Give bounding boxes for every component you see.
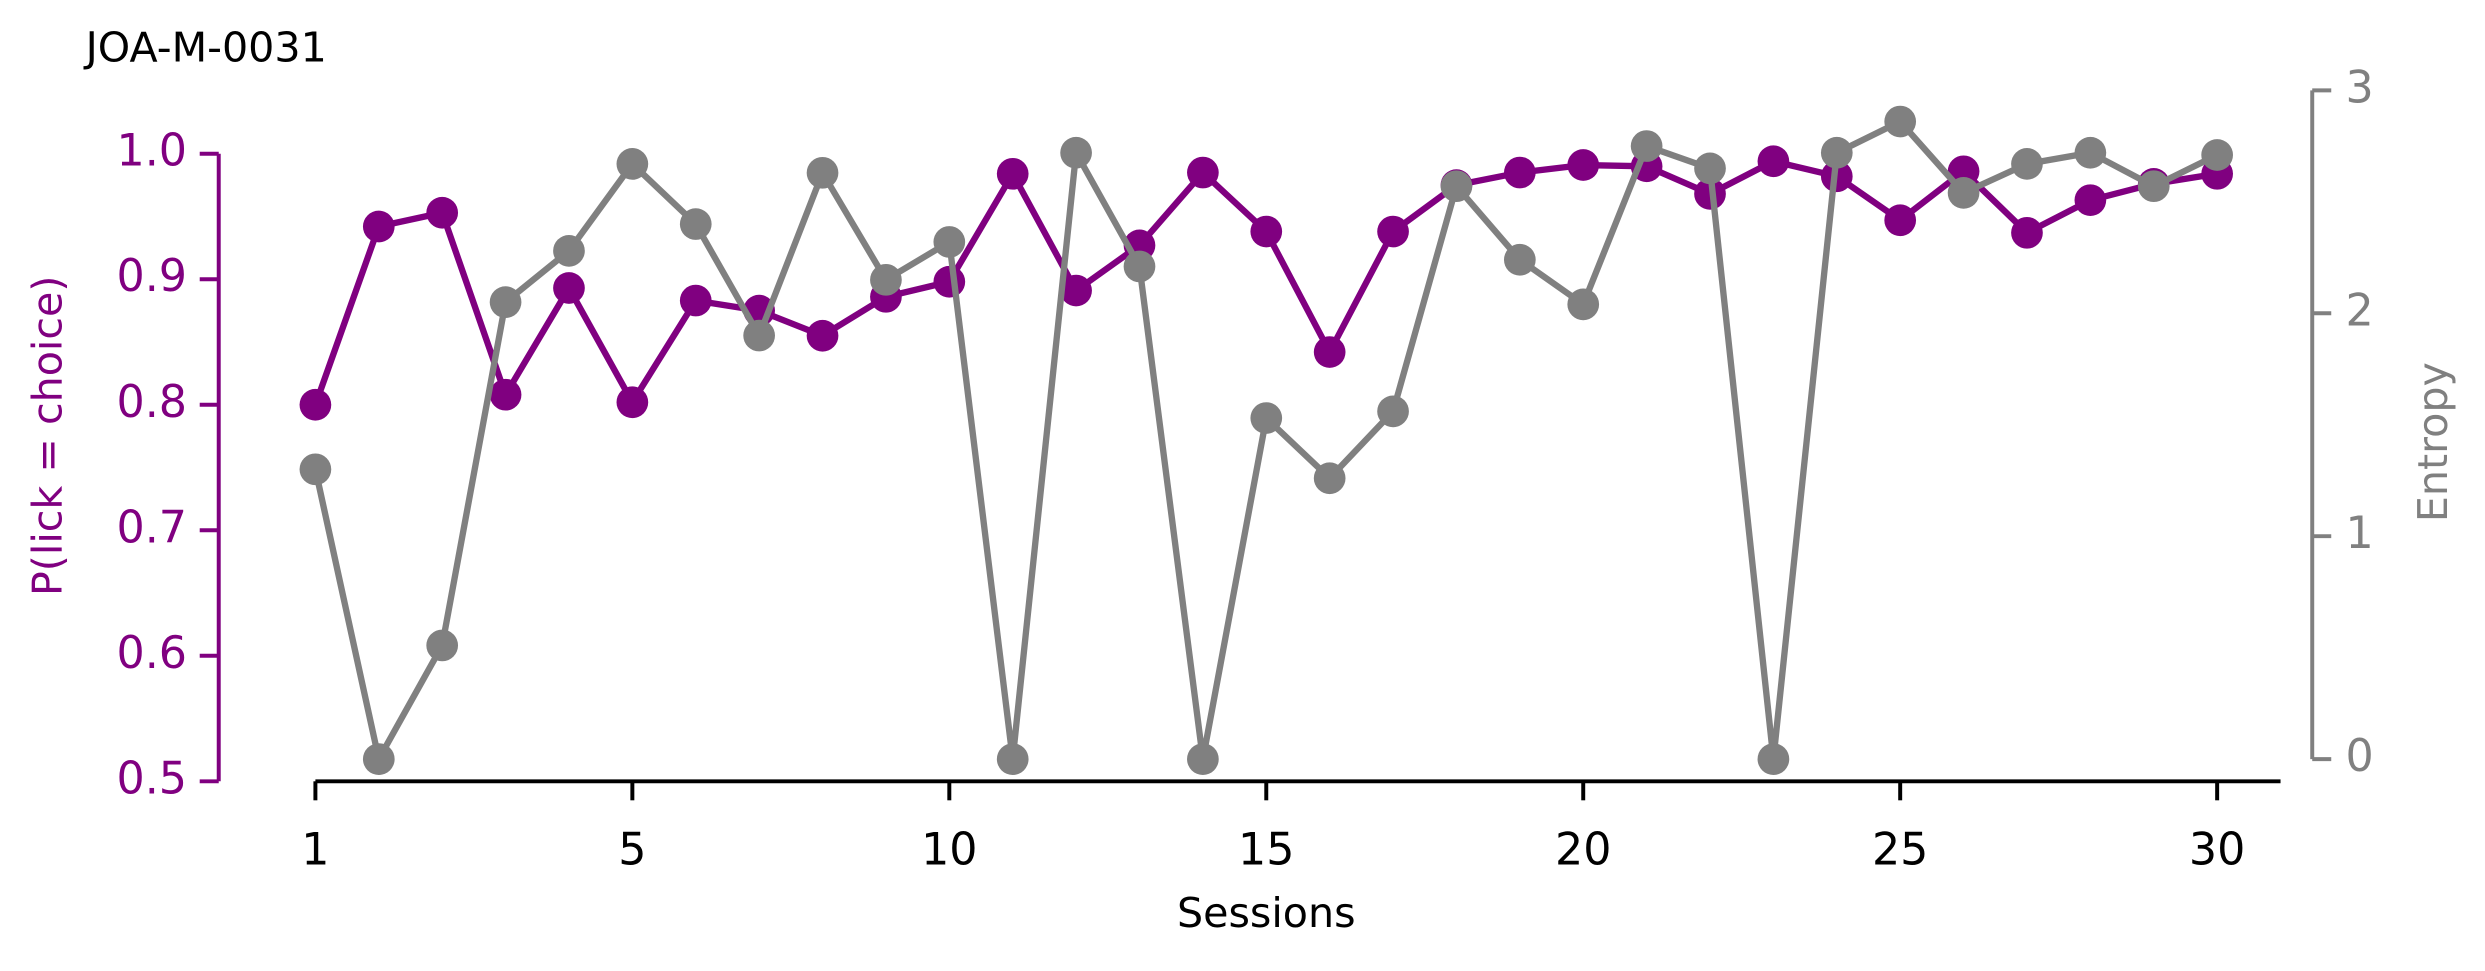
point [1694, 152, 1726, 185]
point [1757, 743, 1790, 775]
x-tick-label: 5 [618, 825, 646, 876]
y-tick-label: 0.6 [116, 628, 187, 679]
point [1187, 156, 1219, 189]
point [553, 234, 585, 267]
point [362, 210, 395, 243]
point [933, 226, 966, 258]
point [1060, 136, 1092, 169]
point [1123, 250, 1156, 283]
x-tick-label: 10 [921, 825, 977, 876]
point [806, 156, 839, 189]
point [616, 386, 649, 419]
point [996, 157, 1029, 190]
point [1567, 149, 1600, 181]
y-tick-label: 0.7 [116, 502, 187, 553]
point [426, 629, 459, 662]
point [489, 378, 522, 411]
point [2074, 136, 2107, 169]
point [1377, 395, 1409, 428]
point [1820, 136, 1853, 169]
point [1884, 204, 1917, 237]
point [870, 263, 902, 296]
point [1250, 402, 1283, 434]
y-tick-label: 0.5 [116, 753, 187, 804]
x-tick-label: 30 [2189, 825, 2245, 876]
point [1313, 462, 1346, 495]
point [1060, 274, 1092, 307]
y-tick-label: 1.0 [116, 126, 187, 177]
point [2074, 184, 2107, 217]
y-tick-label: 0.8 [116, 377, 187, 428]
point [2201, 139, 2233, 171]
x-tick-label: 25 [1872, 825, 1928, 876]
point [806, 319, 839, 352]
point [362, 743, 395, 775]
point [1187, 743, 1219, 775]
x-tick-label: 20 [1555, 825, 1611, 876]
x-axis-label: Sessions [1177, 889, 1356, 937]
point [2137, 170, 2170, 203]
point [1377, 215, 1409, 248]
point [299, 388, 332, 421]
point [553, 272, 585, 304]
y2-axis-label: Entropy [2409, 362, 2457, 522]
point [743, 319, 775, 352]
point [489, 286, 522, 318]
x-tick-label: 1 [301, 825, 329, 876]
point [1503, 156, 1536, 189]
y-axis-label: P(lick = choice) [24, 276, 72, 596]
point [616, 148, 649, 180]
y-tick-label: 0.9 [116, 251, 187, 302]
point [996, 743, 1029, 775]
point [1440, 170, 1473, 203]
point [1630, 130, 1663, 162]
point [1313, 336, 1346, 368]
point [1947, 177, 1980, 209]
point [2011, 148, 2043, 180]
y2-tick-label: 1 [2346, 508, 2374, 559]
point [299, 453, 332, 486]
point [1250, 215, 1283, 248]
y2-tick-label: 0 [2346, 731, 2374, 782]
series-line [312, 158, 2218, 406]
y2-tick-label: 2 [2346, 285, 2374, 336]
point [426, 196, 459, 229]
y2-tick-label: 3 [2346, 62, 2374, 113]
point [1567, 288, 1600, 321]
point [679, 208, 712, 240]
point [679, 284, 712, 317]
point [933, 265, 966, 298]
point [1503, 243, 1536, 276]
chart-title: JOA-M-0031 [83, 24, 327, 72]
point [1757, 145, 1790, 178]
x-tick-label: 15 [1238, 825, 1294, 876]
point [1884, 105, 1917, 138]
point [2011, 216, 2043, 249]
